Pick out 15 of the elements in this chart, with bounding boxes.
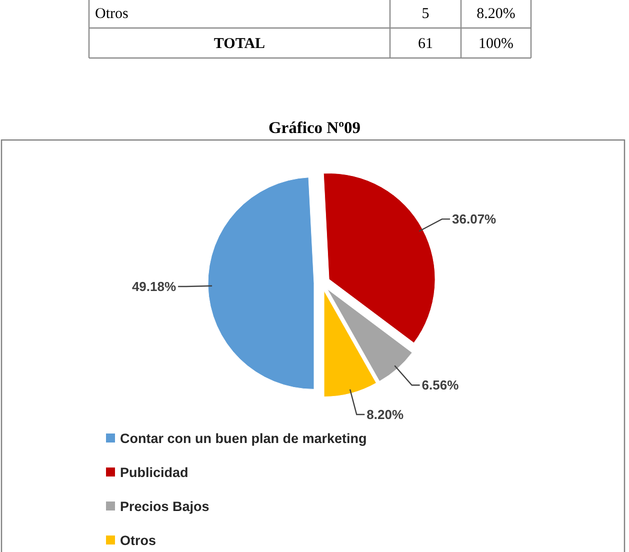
data-label: 8.20% [366, 407, 404, 422]
data-label: 36.07% [452, 212, 497, 227]
text: 61 [418, 36, 433, 52]
legend-label: Publicidad [120, 465, 188, 480]
data-label: 49.18% [132, 279, 176, 294]
legend-label: Otros [120, 533, 156, 548]
text: TOTAL [214, 36, 266, 52]
legend-label: Contar con un buen plan de marketing [120, 431, 367, 446]
text: 8.20% [476, 6, 516, 22]
data-label: 6.56% [422, 378, 460, 393]
text: 5 [422, 6, 430, 22]
text: Otros [95, 6, 128, 22]
chart-title: Gráfico Nº09 [268, 118, 361, 137]
text: 100% [478, 36, 514, 52]
legend-label: Precios Bajos [120, 499, 210, 514]
